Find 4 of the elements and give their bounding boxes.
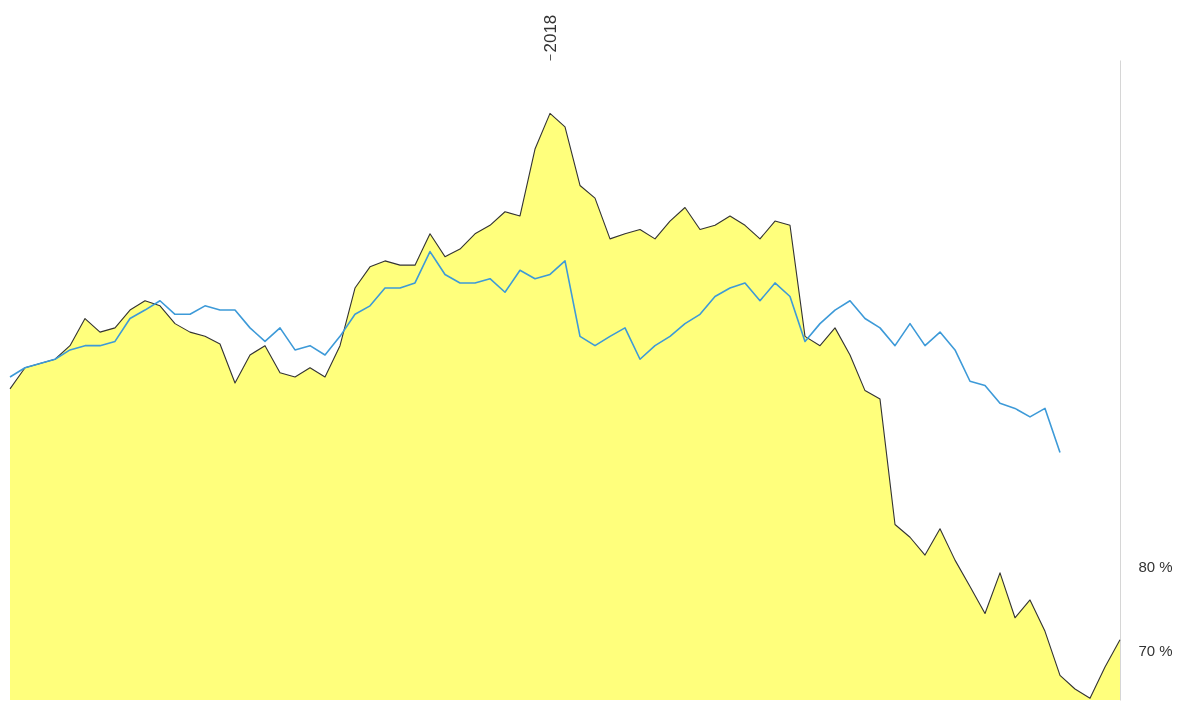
line-series [9,250,1061,454]
y-tick-label: 80 % [1138,557,1173,575]
x-tick-label: 2018 [540,14,560,53]
y-tick-label: 70 % [1138,642,1173,660]
